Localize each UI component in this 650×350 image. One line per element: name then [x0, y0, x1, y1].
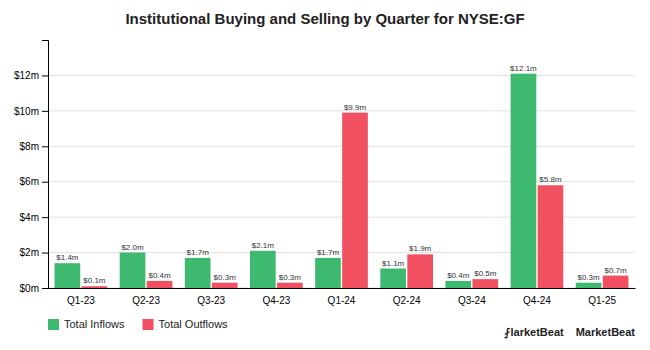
bar [538, 185, 564, 288]
data-label: $0.4m [148, 271, 171, 280]
legend: Total Inflows Total Outflows [48, 318, 228, 330]
bar [120, 253, 146, 288]
x-tick: Q1-24 [328, 295, 356, 306]
y-tick-label: $10m [14, 106, 39, 117]
bar [603, 276, 629, 288]
x-tick-label: Q3-23 [197, 295, 225, 306]
x-axis-line [49, 288, 636, 289]
data-label: $2.0m [121, 243, 144, 252]
x-tick-label: Q1-23 [67, 295, 95, 306]
legend-swatch [48, 319, 59, 330]
x-tick-label: Q1-24 [328, 295, 356, 306]
grid-line [48, 75, 635, 76]
grid-line [48, 110, 635, 111]
bar [55, 263, 81, 288]
bar [576, 283, 602, 288]
y-tick-label: $6m [20, 176, 39, 187]
bar [380, 269, 406, 288]
y-tick-mark [42, 146, 48, 147]
data-label: $0.3m [279, 273, 302, 282]
data-labels: $1.4m $2.0m $1.7m $2.1m $1.7m $1.1m $0.4m $12.1… [56, 64, 627, 286]
bars [55, 74, 629, 288]
legend-swatch [143, 319, 154, 330]
y-tick-label: $0m [20, 283, 39, 294]
data-label: $1.4m [56, 253, 79, 262]
chart: Institutional Buying and Selling by Quar… [0, 0, 650, 350]
y-tick: $6m [20, 176, 48, 187]
y-tick: $8m [20, 141, 48, 152]
data-label: $2.1m [252, 241, 275, 250]
y-tick: $4m [20, 212, 48, 223]
x-tick: Q2-23 [132, 295, 160, 306]
y-tick-mark [42, 253, 48, 254]
x-tick-label: Q4-23 [262, 295, 290, 306]
legend-item: Total Outflows [143, 318, 229, 330]
y-axis-line [42, 41, 49, 289]
y-tick-mark [42, 111, 48, 112]
y-tick: $2m [20, 247, 48, 258]
x-tick-label: Q3-24 [458, 295, 486, 306]
bar [511, 74, 537, 288]
bar [315, 258, 341, 288]
y-tick-label: $4m [20, 212, 39, 223]
x-tick: Q1-23 [67, 295, 95, 306]
x-tick-label: Q1-25 [588, 295, 616, 306]
data-label: $0.3m [577, 273, 600, 282]
x-tick: Q3-23 [197, 295, 225, 306]
data-label: $12.1m [510, 64, 537, 73]
x-tick: Q4-24 [523, 295, 551, 306]
bar [445, 281, 471, 288]
legend-label: Total Outflows [159, 318, 229, 330]
data-label: $1.1m [382, 259, 405, 268]
bar [250, 251, 276, 288]
data-label: $1.7m [317, 248, 340, 257]
bar [185, 258, 211, 288]
bar [277, 283, 303, 288]
data-label: $0.7m [604, 266, 627, 275]
bar [82, 286, 108, 288]
y-tick-mark [42, 288, 48, 289]
bar [212, 283, 238, 288]
title: Institutional Buying and Selling by Quar… [125, 10, 524, 27]
data-label: $0.1m [83, 276, 106, 285]
data-label: $0.4m [447, 271, 470, 280]
y-axis: $0m $2m $4m $6m $8m $10m $12m [14, 41, 49, 294]
legend-item: Total Inflows [48, 318, 125, 330]
x-tick: Q4-23 [262, 295, 290, 306]
x-tick: Q3-24 [458, 295, 486, 306]
x-tick: Q2-24 [393, 295, 421, 306]
y-tick: $10m [14, 106, 48, 117]
legend-label: Total Inflows [64, 318, 125, 330]
x-tick-label: Q4-24 [523, 295, 551, 306]
bar [472, 279, 498, 288]
grid [48, 75, 635, 288]
bar [342, 113, 368, 288]
data-label: $0.3m [214, 273, 237, 282]
annotation: MarketBeat [576, 326, 636, 338]
data-label: $1.7m [187, 248, 210, 257]
x-axis: Q1-23 Q2-23 Q3-23 Q4-23 Q1-24 Q2-24 Q3-24 Q4-24… [49, 289, 636, 307]
x-tick-label: Q2-24 [393, 295, 421, 306]
annotation: ⨏larketBeat [503, 326, 564, 339]
bar [147, 281, 173, 288]
data-label: $1.9m [409, 244, 432, 253]
y-tick: $12m [14, 70, 48, 81]
data-label: $5.8m [539, 175, 562, 184]
data-label: $0.5m [474, 269, 497, 278]
y-tick-mark [42, 75, 48, 76]
data-label: $9.9m [344, 103, 367, 112]
y-tick-label: $8m [20, 141, 39, 152]
y-tick-label: $2m [20, 247, 39, 258]
x-tick: Q1-25 [588, 295, 616, 306]
x-tick-label: Q2-23 [132, 295, 160, 306]
grid-line [48, 146, 635, 147]
y-tick-label: $12m [14, 70, 39, 81]
plot: $1.4m $2.0m $1.7m $2.1m $1.7m $1.1m $0.4m $12.1… [14, 41, 636, 307]
y-tick-mark [42, 182, 48, 183]
y-tick: $0m [20, 283, 48, 294]
bar [407, 254, 433, 288]
y-tick-mark [42, 217, 48, 218]
